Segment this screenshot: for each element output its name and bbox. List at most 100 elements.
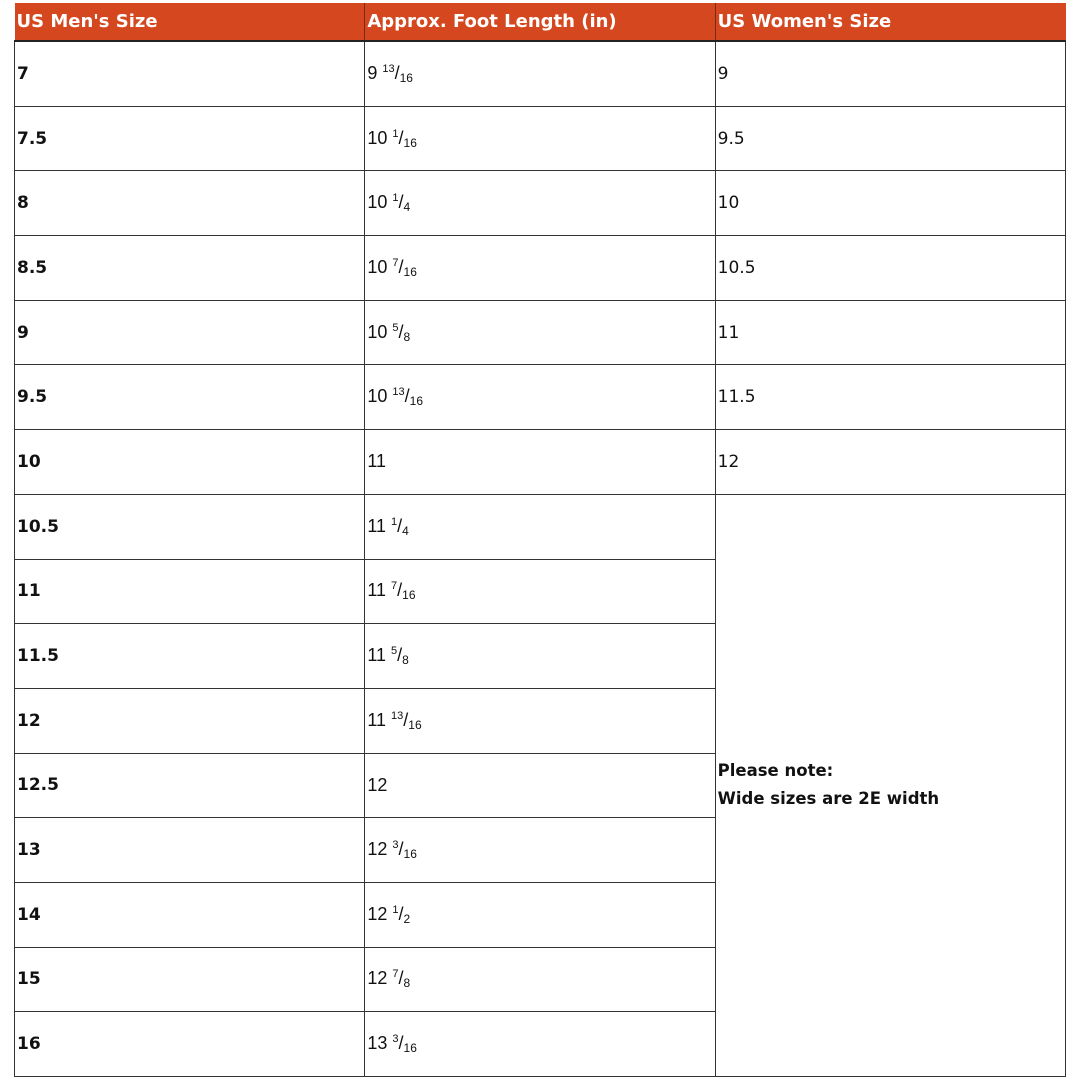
length-whole: 10 bbox=[367, 192, 388, 213]
foot-length-cell: 12 bbox=[364, 752, 716, 819]
length-denominator: 16 bbox=[403, 135, 417, 150]
womens-size-cell: 11.5 bbox=[714, 364, 1067, 431]
mens-size-cell: 14 bbox=[13, 881, 366, 948]
womens-size-cell: 9.5 bbox=[714, 105, 1067, 172]
length-numerator: 1 bbox=[392, 903, 399, 916]
foot-length-cell: 10 1/16 bbox=[364, 105, 716, 172]
foot-length-cell: 11 13/16 bbox=[364, 687, 716, 754]
header-row: US Men's Size Approx. Foot Length (in) U… bbox=[14, 3, 1066, 42]
note-cell: Please note: Wide sizes are 2E width bbox=[714, 493, 1067, 1078]
womens-size-cell: 12 bbox=[714, 429, 1067, 495]
mens-size-cell: 15 bbox=[13, 946, 366, 1013]
length-numerator: 13 bbox=[382, 62, 395, 75]
table-row: 8.5 10 7/16 10.5 bbox=[13, 235, 1067, 301]
length-denominator: 8 bbox=[403, 329, 411, 344]
length-numerator: 5 bbox=[391, 645, 398, 658]
table-row: 15 12 7/8 bbox=[13, 946, 1066, 1013]
womens-size-cell: 11 bbox=[714, 299, 1067, 366]
womens-size-cell: 9 bbox=[714, 40, 1067, 107]
foot-length-cell: 11 7/16 bbox=[364, 558, 716, 625]
length-denominator: 16 bbox=[399, 70, 413, 85]
length-numerator: 7 bbox=[392, 968, 399, 981]
length-denominator: 8 bbox=[403, 976, 411, 991]
foot-length-cell: 10 5/8 bbox=[364, 299, 716, 366]
length-denominator: 16 bbox=[403, 847, 417, 862]
length-denominator: 2 bbox=[403, 911, 411, 926]
mens-size-cell: 8.5 bbox=[13, 235, 366, 301]
mens-size-cell: 7.5 bbox=[13, 105, 366, 172]
length-whole: 13 bbox=[367, 1033, 388, 1054]
foot-length-cell: 11 1/4 bbox=[364, 493, 716, 560]
length-whole: 11 bbox=[367, 709, 387, 730]
length-whole: 10 bbox=[367, 386, 388, 407]
size-chart-table: US Men's Size Approx. Foot Length (in) U… bbox=[13, 3, 1067, 1078]
length-whole: 12 bbox=[367, 968, 388, 989]
note-title: Please note: bbox=[717, 761, 834, 781]
mens-size-cell: 7 bbox=[13, 40, 366, 107]
length-denominator: 16 bbox=[402, 588, 416, 603]
table-row: 10.5 11 1/4 Please note: Wide sizes are 2E … bbox=[13, 493, 1067, 1078]
table-row: 13 12 3/16 bbox=[13, 817, 1066, 883]
table-row: 16 13 3/16 bbox=[13, 1011, 1066, 1077]
foot-length-cell: 9 13/16 bbox=[364, 40, 716, 107]
foot-length-cell: 10 7/16 bbox=[364, 235, 716, 301]
mens-size-cell: 16 bbox=[13, 1011, 366, 1077]
mens-size-cell: 11 bbox=[13, 558, 366, 625]
mens-size-cell: 12.5 bbox=[13, 752, 366, 819]
length-numerator: 1 bbox=[391, 515, 398, 528]
mens-size-cell: 10 bbox=[13, 429, 366, 495]
header-foot-length: Approx. Foot Length (in) bbox=[364, 3, 716, 42]
womens-size-cell: 10 bbox=[714, 170, 1067, 237]
length-denominator: 16 bbox=[408, 717, 422, 732]
mens-size-cell: 9 bbox=[13, 299, 366, 366]
header-mens-size: US Men's Size bbox=[14, 3, 366, 42]
table-row: 11.5 11 5/8 bbox=[13, 623, 1066, 689]
table-row: 9.5 10 13/16 11.5 bbox=[13, 364, 1067, 431]
length-numerator: 13 bbox=[392, 386, 405, 399]
length-whole: 12 bbox=[367, 774, 388, 795]
length-numerator: 1 bbox=[392, 127, 399, 140]
table-row: 12 11 13/16 bbox=[13, 687, 1066, 754]
foot-length-cell: 12 3/16 bbox=[364, 817, 716, 883]
note-text: Wide sizes are 2E width bbox=[717, 789, 940, 809]
foot-length-cell: 12 1/2 bbox=[364, 881, 716, 948]
mens-size-cell: 12 bbox=[13, 687, 366, 754]
foot-length-cell: 11 bbox=[364, 429, 716, 495]
length-numerator: 7 bbox=[392, 256, 399, 269]
length-whole: 10 bbox=[367, 256, 388, 277]
length-whole: 10 bbox=[367, 321, 388, 342]
foot-length-cell: 11 5/8 bbox=[364, 623, 716, 689]
length-denominator: 4 bbox=[403, 200, 411, 215]
foot-length-cell: 12 7/8 bbox=[364, 946, 716, 1013]
table-row: 9 10 5/8 11 bbox=[13, 299, 1067, 366]
length-whole: 11 bbox=[367, 451, 387, 472]
womens-size-cell: 10.5 bbox=[714, 235, 1067, 301]
mens-size-cell: 13 bbox=[13, 817, 366, 883]
length-whole: 11 bbox=[367, 645, 387, 666]
length-numerator: 5 bbox=[392, 321, 399, 334]
foot-length-cell: 10 1/4 bbox=[364, 170, 716, 237]
table-row: 10 11 12 bbox=[13, 429, 1067, 495]
mens-size-cell: 11.5 bbox=[13, 623, 366, 689]
table-row: 12.5 12 bbox=[13, 752, 1066, 819]
table-row: 11 11 7/16 bbox=[13, 558, 1066, 625]
mens-size-cell: 10.5 bbox=[13, 493, 366, 560]
length-numerator: 7 bbox=[391, 580, 398, 593]
foot-length-cell: 10 13/16 bbox=[364, 364, 716, 431]
length-denominator: 4 bbox=[402, 523, 409, 538]
length-numerator: 3 bbox=[392, 1033, 399, 1046]
table-row: 8 10 1/4 10 bbox=[13, 170, 1067, 237]
length-denominator: 8 bbox=[402, 653, 409, 668]
length-whole: 12 bbox=[367, 839, 388, 860]
header-womens-size: US Women's Size bbox=[715, 3, 1066, 42]
length-whole: 11 bbox=[367, 515, 387, 536]
table-row: 7.5 10 1/16 9.5 bbox=[13, 105, 1067, 172]
length-numerator: 13 bbox=[391, 709, 404, 722]
mens-size-cell: 9.5 bbox=[13, 364, 366, 431]
length-whole: 11 bbox=[367, 580, 387, 601]
length-whole: 9 bbox=[367, 62, 378, 83]
foot-length-cell: 13 3/16 bbox=[364, 1011, 716, 1077]
mens-size-cell: 8 bbox=[13, 170, 366, 237]
length-whole: 10 bbox=[367, 127, 388, 148]
